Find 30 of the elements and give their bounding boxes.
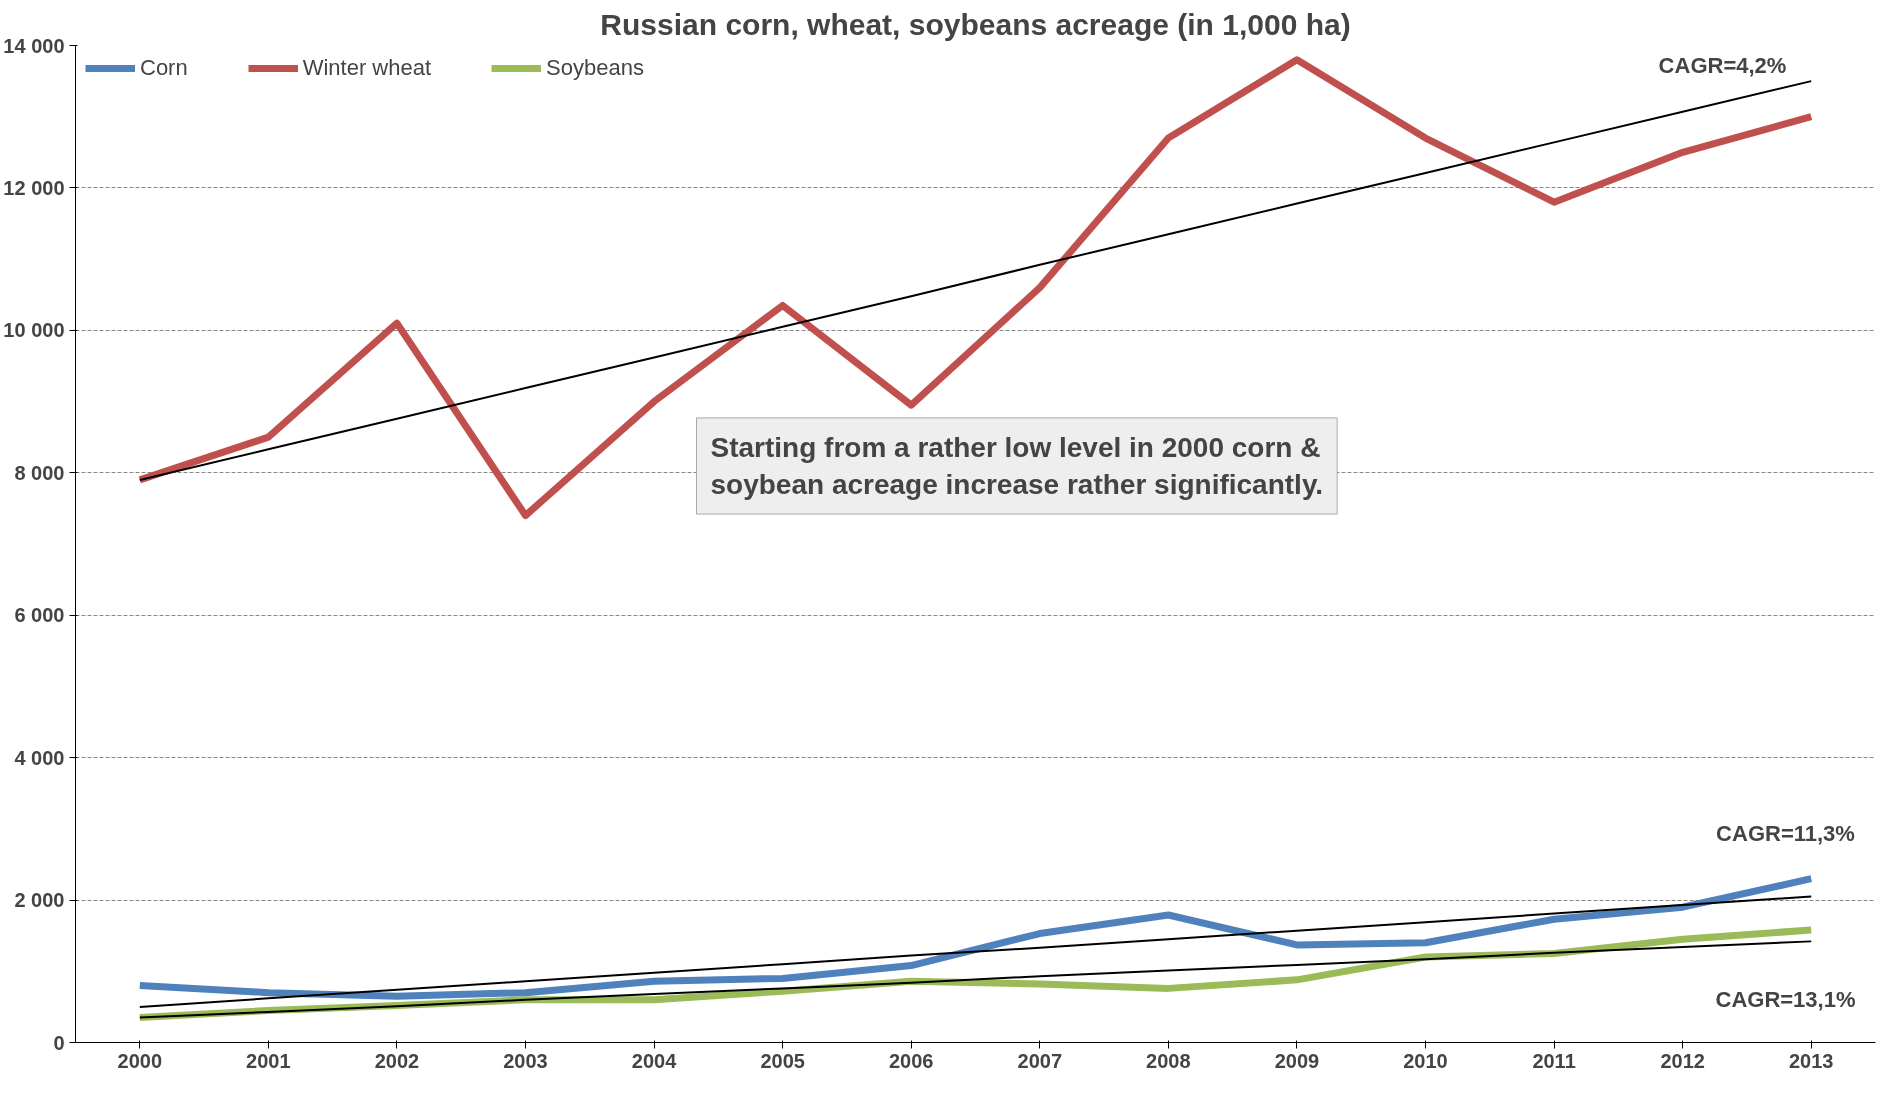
x-tick-label: 2012 <box>1660 1049 1705 1072</box>
y-tick-label: 4 000 <box>14 746 65 769</box>
y-tick-label: 8 000 <box>14 461 65 484</box>
x-tick-label: 2010 <box>1403 1049 1448 1072</box>
legend-label: Corn <box>140 55 188 81</box>
x-tick-label: 2000 <box>117 1049 163 1072</box>
y-tick-label: 14 000 <box>3 34 65 57</box>
chart-title: Russian corn, wheat, soybeans acreage (in 1,000 ha) <box>600 7 1351 41</box>
annotation: CAGR=4,2% <box>1658 52 1787 78</box>
annotation: CAGR=11,3% <box>1716 820 1855 846</box>
x-tick-label: 2003 <box>503 1049 548 1072</box>
x-tick-label: 2007 <box>1017 1049 1063 1072</box>
y-tick-label: 10 000 <box>3 319 65 342</box>
y-tick-label: 2 000 <box>14 889 65 912</box>
x-tick-label: 2009 <box>1274 1049 1320 1072</box>
annotation: CAGR=13,1% <box>1715 987 1856 1013</box>
legend-label: Soybeans <box>546 55 644 81</box>
x-tick-label: 2005 <box>760 1049 805 1072</box>
x-tick-label: 2004 <box>631 1049 678 1072</box>
legend-label: Winter wheat <box>302 55 432 81</box>
y-tick-label: 0 <box>53 1031 65 1054</box>
x-tick-label: 2008 <box>1146 1049 1191 1072</box>
annotation: Starting from a rather low level in 2000 corn & soybean acreage increase rather significantly. <box>710 431 1324 501</box>
y-tick-label: 12 000 <box>3 176 65 199</box>
x-tick-label: 2013 <box>1788 1049 1834 1072</box>
y-tick-label: 6 000 <box>14 604 65 627</box>
x-tick-label: 2002 <box>374 1049 420 1072</box>
x-tick-label: 2001 <box>246 1049 291 1072</box>
x-tick-label: 2011 <box>1532 1049 1576 1072</box>
x-tick-label: 2006 <box>888 1049 934 1072</box>
